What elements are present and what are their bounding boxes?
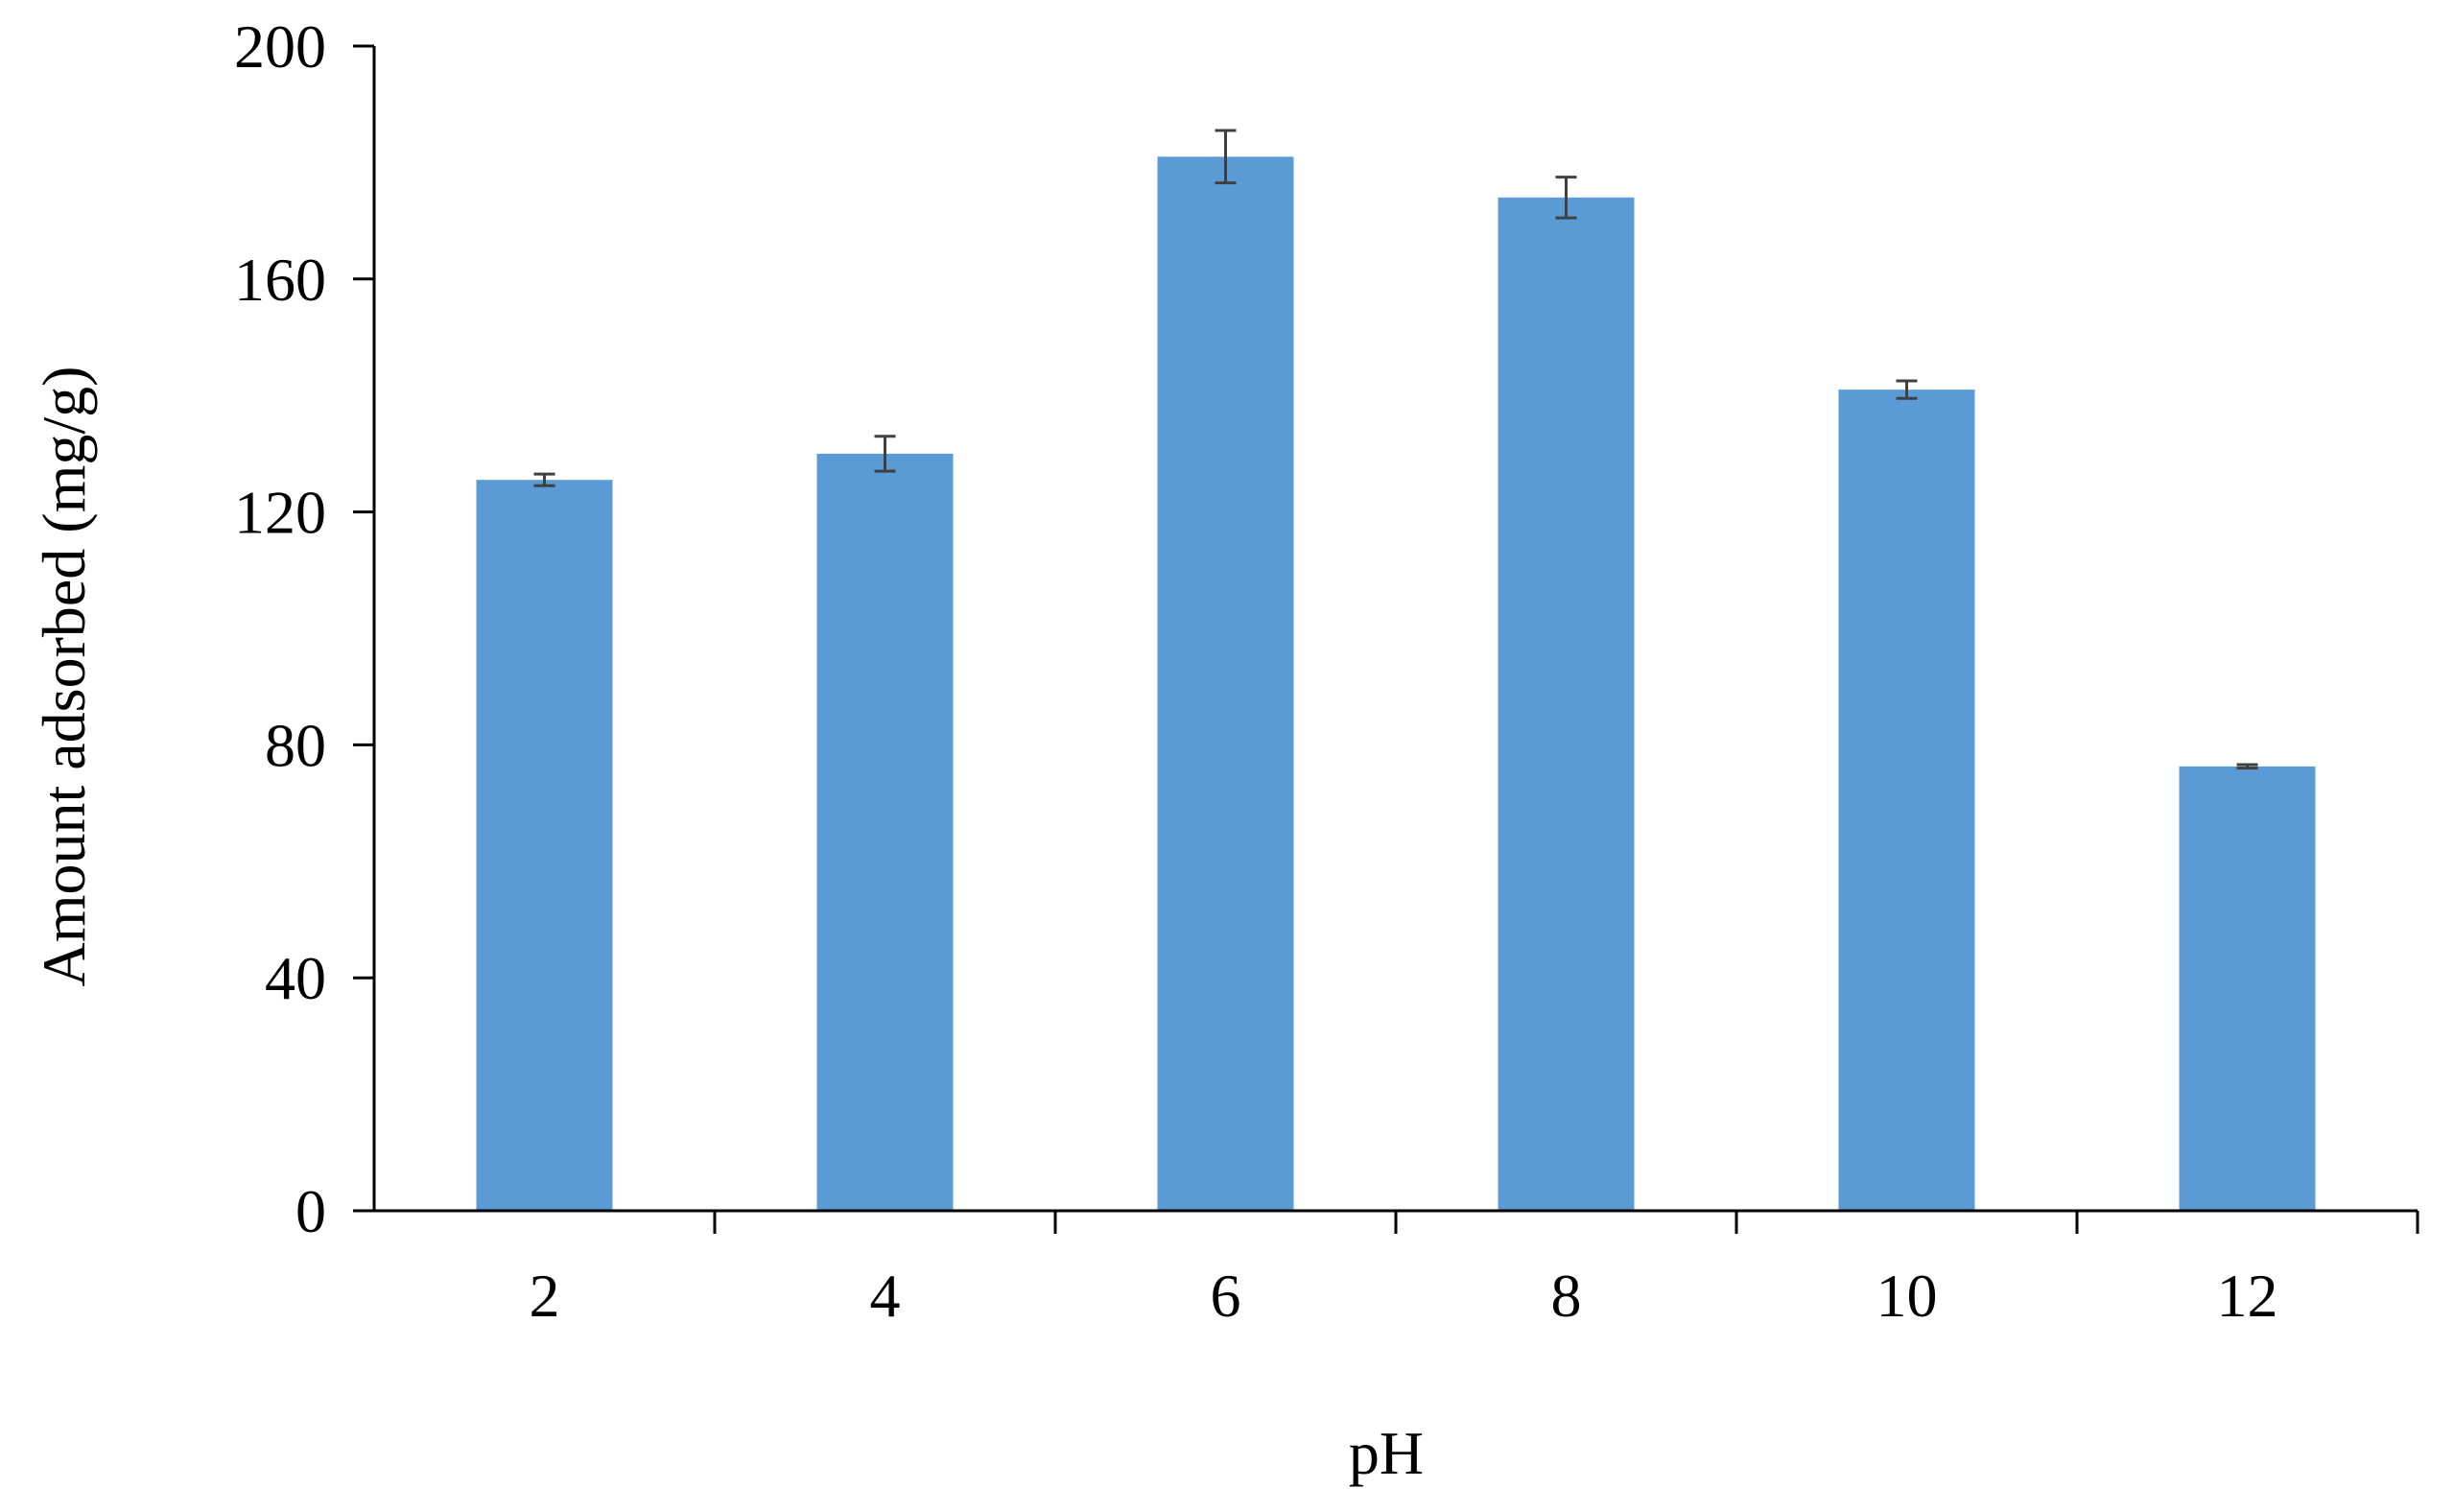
error-bar [1896,379,1918,400]
error-bar [533,472,555,487]
y-axis-title: Amount adsorbed (mg/g) [30,366,98,987]
bar [816,453,954,1211]
bar [476,480,613,1212]
y-axis-ticks: 0 40 80 120 160 200 [234,12,374,1245]
x-tick-label: 4 [870,1262,901,1330]
bar [2179,766,2316,1211]
bar [1498,197,1635,1211]
y-tick-label: 0 [295,1177,326,1245]
bar [1838,390,1975,1211]
error-bar [2236,763,2258,770]
error-bars-group [533,129,2258,770]
error-bar [874,435,896,473]
y-tick-label: 120 [234,479,326,547]
y-tick-label: 200 [234,12,326,81]
x-axis-ticks: 2 4 6 8 10 12 [530,1211,2419,1330]
x-axis-title: pH [1349,1419,1424,1487]
x-tick-label: 12 [2217,1262,2278,1330]
x-tick-label: 8 [1551,1262,1582,1330]
error-bar [1215,129,1237,185]
bars-group [476,156,2316,1212]
y-tick-label: 160 [234,246,326,314]
x-tick-label: 10 [1876,1262,1938,1330]
error-bar [1555,176,1577,220]
x-tick-label: 6 [1211,1262,1241,1330]
y-tick-label: 40 [265,944,326,1012]
x-tick-label: 2 [530,1262,560,1330]
bar [1157,156,1294,1212]
y-tick-label: 80 [265,711,326,779]
